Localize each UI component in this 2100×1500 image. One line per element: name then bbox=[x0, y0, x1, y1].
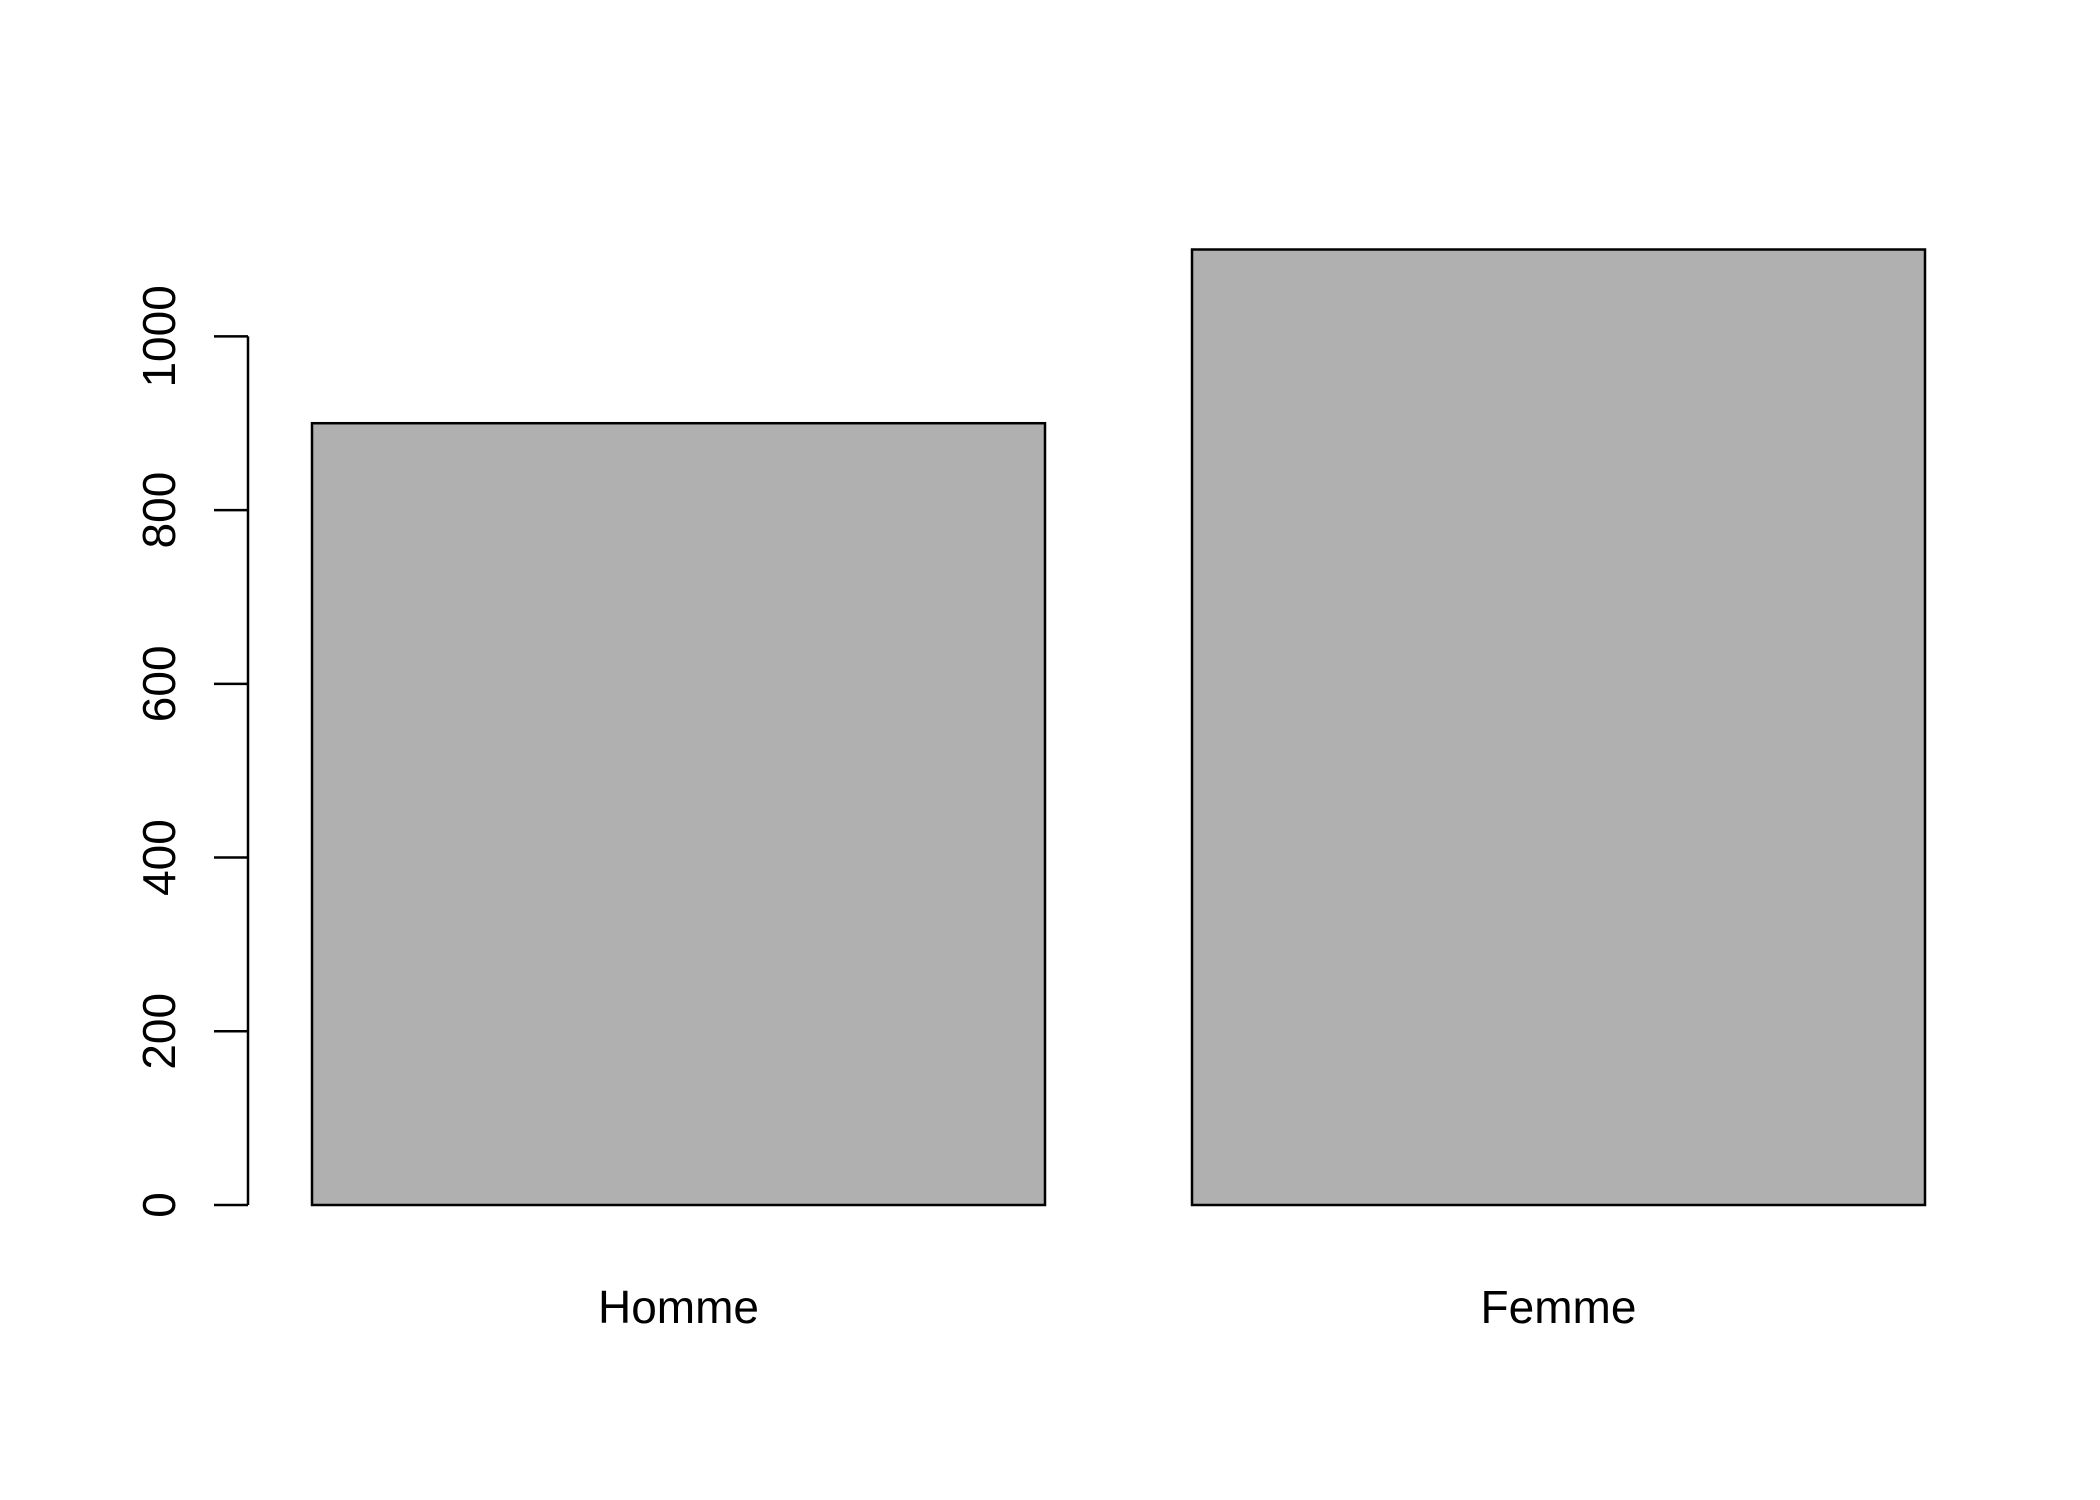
y-tick-label: 200 bbox=[133, 993, 185, 1070]
y-tick-label: 1000 bbox=[133, 285, 185, 387]
y-tick-label: 0 bbox=[133, 1192, 185, 1218]
bar bbox=[1190, 248, 1927, 1207]
y-tick-label: 400 bbox=[133, 819, 185, 896]
bar bbox=[310, 421, 1047, 1207]
y-tick-label: 800 bbox=[133, 472, 185, 549]
x-tick-label: Femme bbox=[1481, 1281, 1637, 1333]
x-tick-label: Homme bbox=[598, 1281, 759, 1333]
y-tick-label: 600 bbox=[133, 645, 185, 722]
